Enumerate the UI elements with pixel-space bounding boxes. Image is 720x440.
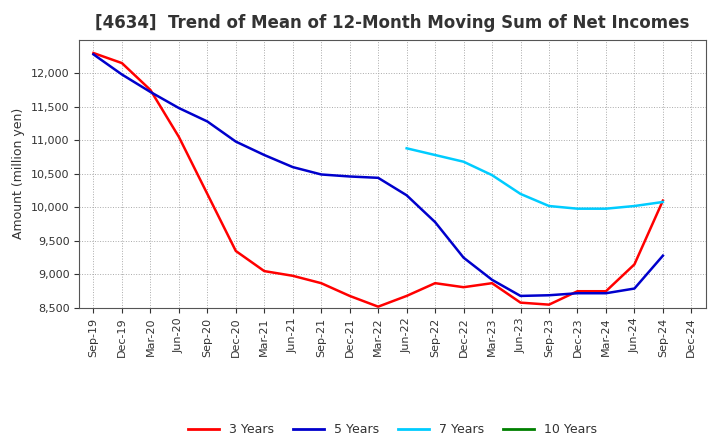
3 Years xyxy=(317,281,325,286)
3 Years xyxy=(174,134,183,139)
7 Years xyxy=(516,191,525,197)
5 Years xyxy=(203,119,212,124)
7 Years xyxy=(459,159,468,165)
Title: [4634]  Trend of Mean of 12-Month Moving Sum of Net Incomes: [4634] Trend of Mean of 12-Month Moving … xyxy=(95,15,690,33)
3 Years xyxy=(89,50,98,55)
7 Years xyxy=(602,206,611,211)
5 Years xyxy=(174,106,183,111)
3 Years xyxy=(117,60,126,66)
3 Years xyxy=(374,304,382,309)
5 Years xyxy=(89,52,98,57)
3 Years xyxy=(289,273,297,279)
5 Years xyxy=(545,293,554,298)
7 Years xyxy=(487,172,496,178)
3 Years xyxy=(659,198,667,203)
3 Years xyxy=(203,191,212,197)
Legend: 3 Years, 5 Years, 7 Years, 10 Years: 3 Years, 5 Years, 7 Years, 10 Years xyxy=(183,418,602,440)
5 Years xyxy=(487,277,496,282)
7 Years xyxy=(659,199,667,205)
5 Years xyxy=(573,290,582,296)
5 Years xyxy=(431,220,439,225)
7 Years xyxy=(431,152,439,158)
5 Years xyxy=(516,293,525,299)
5 Years xyxy=(459,255,468,260)
5 Years xyxy=(232,139,240,144)
5 Years xyxy=(260,152,269,158)
3 Years xyxy=(573,289,582,294)
5 Years xyxy=(289,165,297,170)
3 Years xyxy=(232,248,240,253)
3 Years xyxy=(431,281,439,286)
7 Years xyxy=(630,203,639,209)
3 Years xyxy=(346,293,354,299)
5 Years xyxy=(402,193,411,198)
Line: 5 Years: 5 Years xyxy=(94,55,663,296)
3 Years xyxy=(459,285,468,290)
3 Years xyxy=(146,87,155,92)
7 Years xyxy=(545,203,554,209)
7 Years xyxy=(402,146,411,151)
5 Years xyxy=(346,174,354,179)
3 Years xyxy=(602,289,611,294)
3 Years xyxy=(487,281,496,286)
3 Years xyxy=(630,262,639,267)
5 Years xyxy=(630,286,639,291)
3 Years xyxy=(260,268,269,274)
5 Years xyxy=(317,172,325,177)
5 Years xyxy=(602,290,611,296)
5 Years xyxy=(117,72,126,77)
5 Years xyxy=(146,89,155,95)
3 Years xyxy=(545,302,554,307)
Y-axis label: Amount (million yen): Amount (million yen) xyxy=(12,108,25,239)
5 Years xyxy=(659,253,667,258)
3 Years xyxy=(516,300,525,305)
3 Years xyxy=(402,293,411,299)
5 Years xyxy=(374,175,382,180)
7 Years xyxy=(573,206,582,211)
Line: 3 Years: 3 Years xyxy=(94,53,663,307)
Line: 7 Years: 7 Years xyxy=(407,148,663,209)
